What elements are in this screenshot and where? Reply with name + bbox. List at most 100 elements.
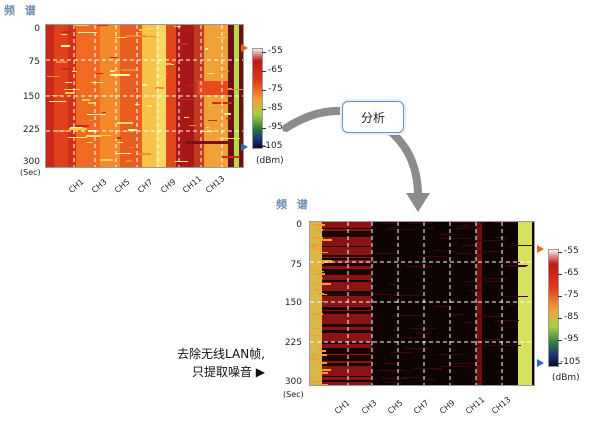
bottom-cbar-label-105: -105 xyxy=(560,357,581,367)
bottom-spectrum-streak xyxy=(475,316,502,317)
bottom-spectrum-streak xyxy=(453,222,485,223)
top-spectrum-streak xyxy=(189,125,196,126)
filter-note-line1: 去除无线LAN帧, xyxy=(177,347,265,361)
top-spectrum-streak xyxy=(62,31,72,33)
bottom-spectrum-streak xyxy=(312,283,323,284)
bottom-spectrum-streak xyxy=(387,229,395,230)
bottom-spectrum-streak xyxy=(312,244,320,246)
top-spectrum-streak xyxy=(146,28,154,29)
bottom-spectrum-streak xyxy=(315,289,319,291)
analyze-button[interactable]: 分析 xyxy=(342,101,404,133)
bottom-cbar-label-95: -95 xyxy=(564,334,579,344)
bottom-spectrum-streak xyxy=(456,253,471,254)
bottom-spectrum-streak xyxy=(496,345,521,346)
bottom-spectrum-streak xyxy=(428,228,435,229)
top-spectrum-streak xyxy=(61,34,67,35)
bottom-spectrum-streak xyxy=(316,229,323,231)
bottom-spectrum-streak xyxy=(416,333,431,334)
bottom-spectrum-streak xyxy=(322,234,374,237)
top-spectrum-band xyxy=(166,25,176,167)
top-spectrum-streak xyxy=(88,102,96,104)
top-colorbar xyxy=(252,48,263,149)
bottom-spectrum-streak xyxy=(452,350,456,351)
top-spectrum-streak xyxy=(110,57,118,58)
top-ytick-300: 300 xyxy=(22,157,40,167)
top-spectrum-streak xyxy=(136,153,151,155)
top-spectrum-streak xyxy=(198,81,228,95)
top-spectrum-streak xyxy=(226,89,243,90)
bottom-spectrum-streak xyxy=(318,244,322,246)
top-spectrum-band xyxy=(239,25,243,167)
bottom-spectrum-streak xyxy=(317,293,324,294)
bottom-cbar-label-55: -55 xyxy=(564,246,579,256)
bottom-spectrum-streak xyxy=(317,271,324,272)
bottom-spectrum-streak xyxy=(434,306,450,307)
top-spectrum-streak xyxy=(139,29,149,31)
bottom-ytick-150: 150 xyxy=(284,298,302,308)
bottom-spectrum-streak xyxy=(314,273,325,275)
top-spectrum-streak xyxy=(162,63,171,65)
bottom-spectrum-streak xyxy=(418,325,426,326)
bottom-spectrum-streak xyxy=(494,222,515,223)
top-spectrum-streak xyxy=(189,85,204,86)
bottom-spectrum-streak xyxy=(388,284,397,285)
bottom-spectrum-streak xyxy=(312,328,318,329)
bottom-spectrum-streak xyxy=(314,224,325,226)
bottom-spectrum-streak xyxy=(311,381,321,383)
bottom-spectrum-streak xyxy=(474,240,504,241)
top-spectrum-streak xyxy=(126,160,132,162)
top-panel-title: 频 谱 xyxy=(4,4,39,17)
bottom-spectrum-streak xyxy=(418,366,423,367)
bottom-spectrum-streak xyxy=(434,250,444,251)
bottom-spectrum-streak xyxy=(510,245,534,246)
top-cbar-label-65: -65 xyxy=(268,65,283,75)
bottom-spectrum-streak xyxy=(312,355,319,356)
top-xtick-ch9: CH9 xyxy=(159,177,178,195)
bottom-ytick-225: 225 xyxy=(284,338,302,348)
bottom-spectrum-streak xyxy=(321,260,332,261)
top-spectrum-streak xyxy=(102,112,106,113)
top-spectrum-streak xyxy=(153,73,167,74)
top-low-marker-icon xyxy=(241,143,248,151)
top-xtick-ch7: CH7 xyxy=(136,177,155,195)
bottom-spectrum-streak xyxy=(316,348,322,349)
bottom-spectrum-streak xyxy=(310,358,318,360)
bottom-spectrum-streak xyxy=(310,335,319,336)
bottom-spectrum-streak xyxy=(394,295,424,296)
bottom-spectrum-band xyxy=(476,222,482,385)
top-spectrum-streak xyxy=(155,87,164,89)
bottom-spectrum-streak xyxy=(435,369,442,370)
bottom-spectrum-streak xyxy=(510,266,526,267)
bottom-spectrum-streak xyxy=(321,283,331,285)
top-ytick-75: 75 xyxy=(28,57,40,67)
top-spectrogram-canvas xyxy=(46,25,243,167)
bottom-spectrum-streak xyxy=(392,315,424,316)
bottom-spectrum-streak xyxy=(440,238,470,239)
top-spectrum-streak xyxy=(97,135,111,136)
bottom-spectrum-streak xyxy=(321,369,331,371)
bottom-spectrum-streak xyxy=(417,256,447,257)
bottom-spectrum-streak xyxy=(450,314,464,315)
bottom-spectrum-streak xyxy=(319,350,326,352)
bottom-spectrum-streak xyxy=(311,342,318,343)
bottom-spectrum-streak xyxy=(462,245,478,246)
top-xtick-ch11: CH11 xyxy=(181,173,204,195)
bottom-spectrum-streak xyxy=(458,226,480,227)
top-spectrum-streak xyxy=(110,74,130,76)
bottom-spectrum-streak xyxy=(476,339,501,340)
bottom-spectrum-streak xyxy=(401,229,415,230)
bottom-spectrum-streak xyxy=(322,353,374,354)
bottom-spectrum-streak xyxy=(479,278,498,279)
top-spectrum-band xyxy=(194,25,204,167)
bottom-spectrum-streak xyxy=(318,294,327,295)
top-spectrum-streak xyxy=(65,92,75,94)
top-spectrum-streak xyxy=(115,37,127,38)
top-spectrum-streak xyxy=(224,113,231,115)
bottom-xtick-ch5: CH5 xyxy=(386,398,405,416)
bottom-spectrum-streak xyxy=(428,379,436,380)
top-spectrum-streak xyxy=(222,156,240,158)
top-ytick-0: 0 xyxy=(34,24,40,34)
top-spectrum-streak xyxy=(91,82,103,83)
top-ytick-150: 150 xyxy=(22,92,40,102)
top-cbar-label-55: -55 xyxy=(268,46,283,56)
